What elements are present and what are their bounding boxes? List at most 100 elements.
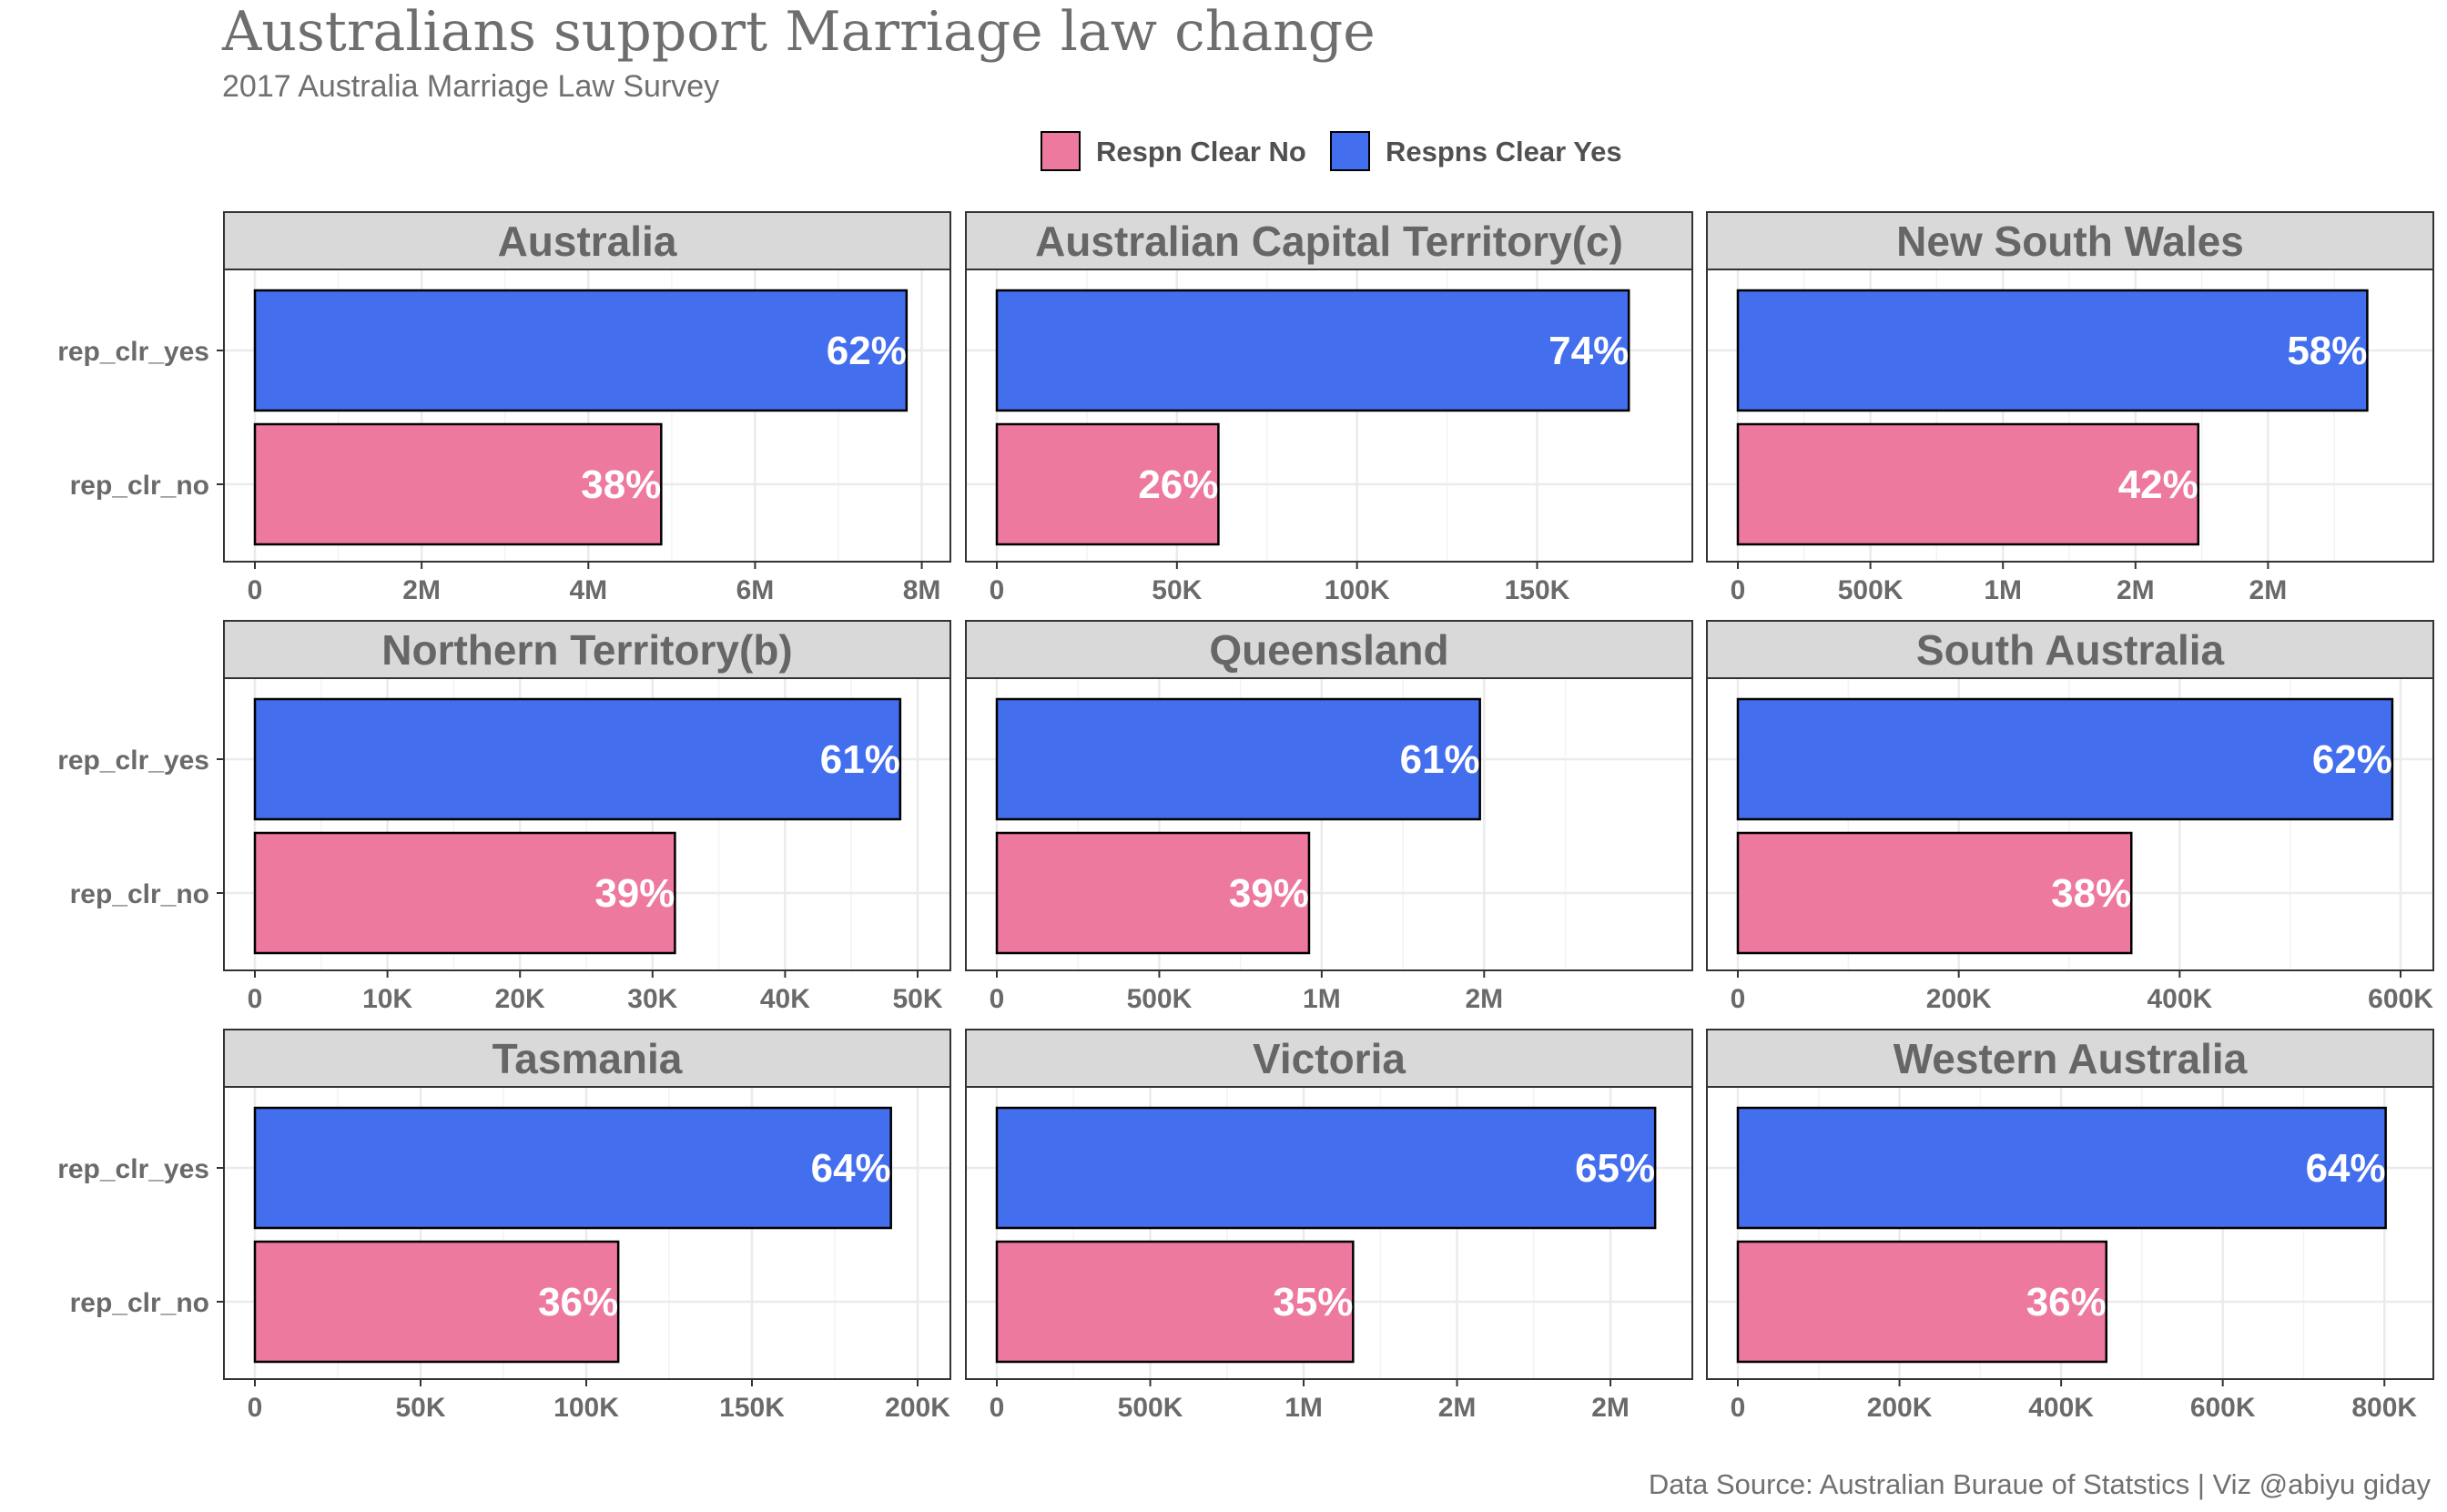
bar-label-queensland-rep_clr_yes: 61% <box>1400 737 1480 782</box>
x-tick-label: 4M <box>569 575 607 605</box>
panel-northern-territory-b: Northern Territory(b) 61% 39% 0 10K 20K 30K 40K… <box>57 620 951 1014</box>
strip-label-northern-territory-b: Northern Territory(b) <box>381 626 793 674</box>
strip-label-south-australia: South Australia <box>1916 626 2225 674</box>
x-tick-label: 400K <box>2028 1393 2094 1423</box>
x-tick-label: 20K <box>495 984 545 1014</box>
legend: Respn Clear No Respns Clear Yes <box>1041 131 1622 171</box>
bar-south-australia-rep_clr_no <box>1736 831 2133 955</box>
bar-northern-territory-b-rep_clr_no <box>253 831 676 955</box>
strip-western-australia <box>1706 1029 2434 1088</box>
x-tick-label: 2M <box>402 575 441 605</box>
x-tick-label: 600K <box>2190 1393 2256 1423</box>
panel-western-australia: Western Australia 64% 36% 0 200K 400K 600K 800K <box>1706 1029 2434 1423</box>
x-tick-label: 30K <box>627 984 677 1014</box>
x-tick-label: 200K <box>885 1393 950 1423</box>
bar-tasmania-rep_clr_no <box>253 1240 620 1364</box>
panel-tasmania: Tasmania 64% 36% 0 50K 100K 150K 200K rep_clr_ye… <box>57 1029 951 1423</box>
x-tick-label: 50K <box>1152 575 1202 605</box>
strip-label-tasmania: Tasmania <box>492 1035 683 1082</box>
bar-label-queensland-rep_clr_no: 39% <box>1229 871 1309 916</box>
x-tick-label: 1M <box>1984 575 2022 605</box>
x-tick-label: 0 <box>990 1393 1005 1423</box>
strip-australia <box>223 211 951 270</box>
bar-label-northern-territory-b-rep_clr_yes: 61% <box>820 737 900 782</box>
chart-subtitle: 2017 Australia Marriage Law Survey <box>222 69 719 104</box>
bar-victoria-rep_clr_no <box>995 1240 1355 1364</box>
x-tick-label: 50K <box>892 984 942 1014</box>
panel-border-new-south-wales <box>1706 269 2434 563</box>
bar-australia-rep_clr_no <box>253 422 663 546</box>
bar-australia-rep_clr_yes <box>253 289 909 412</box>
x-tick-label: 500K <box>1118 1393 1183 1423</box>
bar-label-western-australia-rep_clr_no: 36% <box>2026 1280 2107 1324</box>
x-tick-label: 400K <box>2147 984 2212 1014</box>
panel-australia: Australia 62% 38% 0 2M 4M 6M 8M rep_clr_yes rep_c… <box>57 211 951 605</box>
panel-new-south-wales: New South Wales 58% 42% 0 500K 1M 2M 2M <box>1706 211 2434 605</box>
strip-label-australian-capital-territory-c: Australian Capital Territory(c) <box>1035 218 1623 265</box>
strip-australian-capital-territory-c <box>965 211 1693 270</box>
strip-tasmania <box>223 1029 951 1088</box>
x-tick-label: 0 <box>1731 575 1746 605</box>
panel-australian-capital-territory-c: Australian Capital Territory(c) 74% 26% 0 50… <box>965 211 1693 605</box>
bar-south-australia-rep_clr_yes <box>1736 697 2394 821</box>
legend-label-no: Respn Clear No <box>1096 136 1306 167</box>
panel-border-victoria <box>965 1086 1693 1380</box>
panel-victoria: Victoria 65% 35% 0 500K 1M 2M 2M <box>965 1029 1693 1423</box>
x-tick-label: 40K <box>760 984 810 1014</box>
bar-new-south-wales-rep_clr_yes <box>1736 289 2369 412</box>
strip-label-australia: Australia <box>498 218 677 265</box>
bar-label-tasmania-rep_clr_yes: 64% <box>811 1146 891 1191</box>
panel-border-australian-capital-territory-c <box>965 269 1693 563</box>
x-tick-label: 2M <box>1438 1393 1477 1423</box>
x-tick-label: 100K <box>1325 575 1390 605</box>
x-tick-label: 1M <box>1303 984 1341 1014</box>
strip-northern-territory-b <box>223 620 951 679</box>
panel-south-australia: South Australia 62% 38% 0 200K 400K 600K <box>1706 620 2434 1014</box>
legend-label-yes: Respns Clear Yes <box>1386 136 1622 167</box>
bar-label-australia-rep_clr_yes: 62% <box>827 329 907 373</box>
x-tick-label: 150K <box>719 1393 785 1423</box>
x-tick-label: 600K <box>2368 984 2433 1014</box>
x-tick-label: 0 <box>248 575 263 605</box>
strip-label-queensland: Queensland <box>1209 626 1448 674</box>
bar-queensland-rep_clr_no <box>995 831 1311 955</box>
y-tick-label-rep_clr_yes: rep_clr_yes <box>57 1154 209 1184</box>
bar-label-south-australia-rep_clr_yes: 62% <box>2312 737 2392 782</box>
x-tick-label: 0 <box>1731 1393 1746 1423</box>
x-tick-label: 100K <box>553 1393 619 1423</box>
panel-border-queensland <box>965 677 1693 971</box>
x-tick-label: 500K <box>1127 984 1193 1014</box>
bar-label-victoria-rep_clr_yes: 65% <box>1575 1146 1655 1191</box>
bar-label-australian-capital-territory-c-rep_clr_no: 26% <box>1138 462 1218 507</box>
x-tick-label: 0 <box>248 1393 263 1423</box>
x-tick-label: 200K <box>1867 1393 1933 1423</box>
y-tick-label-rep_clr_no: rep_clr_no <box>70 879 209 909</box>
strip-queensland <box>965 620 1693 679</box>
panel-border-northern-territory-b <box>223 677 951 971</box>
chart-title: Australians support Marriage law change <box>221 0 1376 64</box>
bar-australian-capital-territory-c-rep_clr_no <box>995 422 1220 546</box>
bar-label-tasmania-rep_clr_no: 36% <box>538 1280 618 1324</box>
x-tick-label: 2M <box>1465 984 1503 1014</box>
strip-label-new-south-wales: New South Wales <box>1896 218 2244 265</box>
x-tick-label: 1M <box>1284 1393 1323 1423</box>
legend-key-yes <box>1330 131 1370 171</box>
bar-label-south-australia-rep_clr_no: 38% <box>2051 871 2131 916</box>
x-tick-label: 2M <box>1591 1393 1630 1423</box>
strip-label-victoria: Victoria <box>1253 1035 1406 1082</box>
x-tick-label: 2M <box>2117 575 2155 605</box>
x-tick-label: 500K <box>1838 575 1904 605</box>
strip-new-south-wales <box>1706 211 2434 270</box>
bar-western-australia-rep_clr_yes <box>1736 1106 2387 1230</box>
x-tick-label: 150K <box>1505 575 1570 605</box>
x-tick-label: 2M <box>2249 575 2288 605</box>
y-tick-label-rep_clr_no: rep_clr_no <box>70 1288 209 1318</box>
bar-label-new-south-wales-rep_clr_no: 42% <box>2118 462 2198 507</box>
x-tick-label: 10K <box>362 984 412 1014</box>
bar-label-western-australia-rep_clr_yes: 64% <box>2306 1146 2386 1191</box>
x-tick-label: 6M <box>736 575 775 605</box>
bar-label-new-south-wales-rep_clr_yes: 58% <box>2287 329 2367 373</box>
bar-tasmania-rep_clr_yes <box>253 1106 892 1230</box>
x-tick-label: 8M <box>903 575 941 605</box>
